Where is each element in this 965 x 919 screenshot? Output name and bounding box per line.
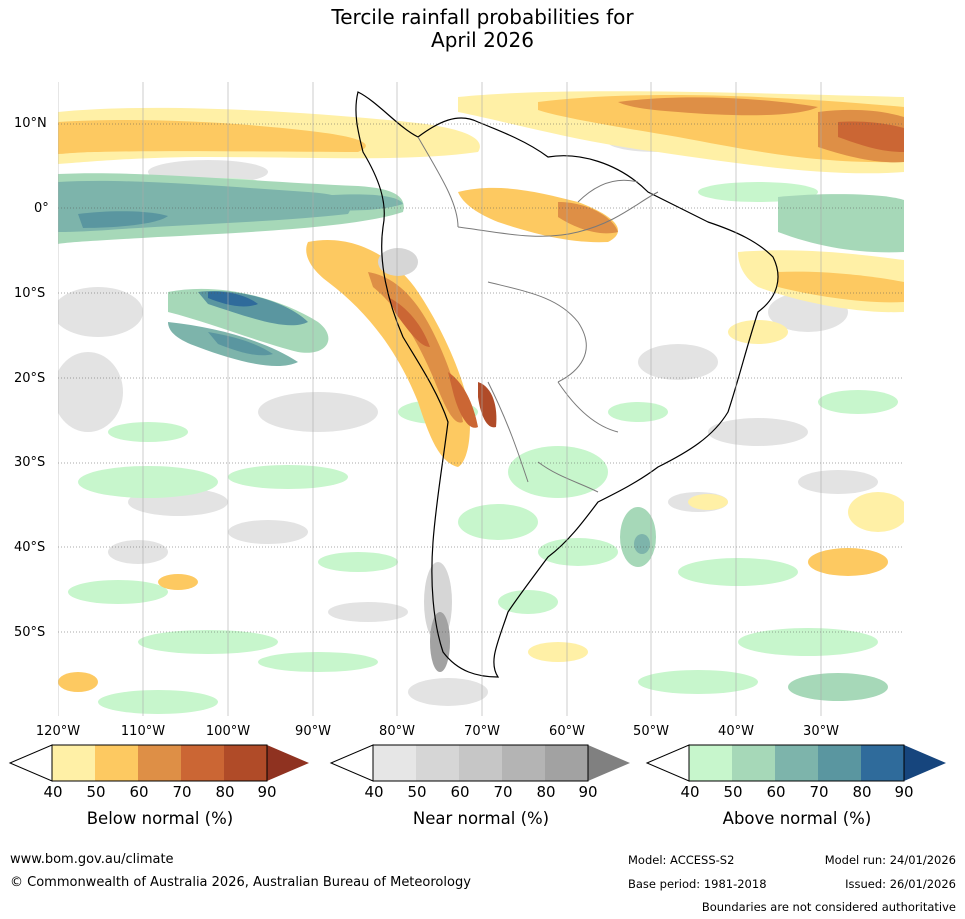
cb-below-tick: 80	[215, 783, 235, 801]
cb-below-tick: 90	[257, 783, 277, 801]
footer-copyright: © Commonwealth of Australia 2026, Austra…	[10, 875, 471, 890]
cb-above-tick: 90	[894, 783, 914, 801]
cb-below-tick: 50	[86, 783, 106, 801]
footer-website: www.bom.gov.au/climate	[10, 852, 174, 867]
cb-below-title: Below normal (%)	[86, 809, 234, 828]
colorbar-near-max-triangle	[588, 745, 630, 781]
above-normal-atlantic	[620, 194, 904, 701]
cb-above-tick: 60	[766, 783, 786, 801]
south-america-land	[355, 91, 779, 678]
colorbar-above-normal	[645, 744, 946, 782]
colorbar-below-swatch	[138, 745, 181, 781]
colorbar-below-swatch	[181, 745, 224, 781]
lat-label-10s: 10°S	[14, 286, 46, 301]
map-title-line2: April 2026	[431, 28, 534, 52]
colorbar-near-swatch	[416, 745, 459, 781]
lat-label-0: 0°	[34, 201, 49, 216]
cb-above-tick: 40	[680, 783, 700, 801]
lat-label-30s: 30°S	[14, 455, 46, 470]
cb-near-tick: 90	[578, 783, 598, 801]
cb-below-tick: 40	[43, 783, 63, 801]
cb-above-tick: 80	[852, 783, 872, 801]
cb-near-title: Near normal (%)	[412, 809, 550, 828]
colorbar-below-min-triangle	[8, 744, 53, 782]
colorbar-below-swatch	[95, 745, 138, 781]
lon-label-60w: 60°W	[549, 724, 585, 739]
cb-above-tick: 70	[809, 783, 829, 801]
colorbar-near-normal	[329, 744, 630, 782]
colorbar-below-swatch	[224, 745, 267, 781]
country-borders	[417, 136, 659, 493]
above-normal-pacific-band	[168, 288, 329, 367]
footer-model-run: Model run: 24/01/2026	[824, 853, 956, 867]
graticule	[58, 123, 904, 633]
lat-label-20s: 20°S	[14, 371, 46, 386]
lon-label-120w: 120°W	[35, 724, 81, 739]
colorbar-above-swatch	[732, 745, 775, 781]
colorbar-below-swatch	[52, 745, 95, 781]
cb-above-title: Above normal (%)	[722, 809, 872, 828]
lat-label-40s: 40°S	[14, 540, 46, 555]
meridians	[58, 82, 822, 716]
lon-label-90w: 90°W	[295, 724, 331, 739]
footer-model: Model: ACCESS-S2	[628, 853, 735, 867]
lat-label-10n: 10°N	[14, 116, 47, 131]
below-normal-northern-band	[58, 91, 904, 243]
lon-label-50w: 50°W	[633, 724, 669, 739]
below-normal-andes	[306, 240, 497, 467]
colorbar-near-swatch	[502, 745, 545, 781]
lon-label-70w: 70°W	[464, 724, 500, 739]
cb-near-tick: 70	[493, 783, 513, 801]
cb-near-tick: 50	[407, 783, 427, 801]
cb-above-tick: 50	[723, 783, 743, 801]
lon-label-30w: 30°W	[803, 724, 839, 739]
above-normal-equatorial-band	[58, 173, 404, 244]
colorbars	[8, 744, 946, 782]
footer-base-period: Base period: 1981-2018	[628, 877, 767, 891]
cb-near-tick: 80	[536, 783, 556, 801]
lon-label-110w: 110°W	[120, 724, 166, 739]
cb-below-tick: 60	[129, 783, 149, 801]
colorbar-above-min-triangle	[645, 744, 690, 782]
lon-label-40w: 40°W	[718, 724, 754, 739]
colorbar-above-max-triangle	[904, 745, 946, 781]
lon-label-100w: 100°W	[205, 724, 251, 739]
map-title-line1: Tercile rainfall probabilities for	[331, 5, 634, 29]
cb-near-tick: 40	[364, 783, 384, 801]
colorbar-below-max-triangle	[267, 745, 309, 781]
colorbar-near-swatch	[459, 745, 502, 781]
colorbar-above-swatch	[689, 745, 732, 781]
colorbar-below-normal	[8, 744, 309, 782]
colorbar-near-min-triangle	[329, 744, 374, 782]
cb-near-tick: 60	[450, 783, 470, 801]
cb-below-tick: 70	[172, 783, 192, 801]
colorbar-above-swatch	[775, 745, 818, 781]
lon-label-80w: 80°W	[379, 724, 415, 739]
colorbar-near-swatch	[373, 745, 416, 781]
lat-label-50s: 50°S	[14, 625, 46, 640]
colorbar-above-swatch	[861, 745, 904, 781]
colorbar-above-swatch	[818, 745, 861, 781]
footer-disclaimer: Boundaries are not considered authoritat…	[701, 900, 956, 914]
colorbar-near-swatch	[545, 745, 588, 781]
footer-issued: Issued: 26/01/2026	[845, 877, 956, 891]
probability-map	[58, 82, 904, 716]
